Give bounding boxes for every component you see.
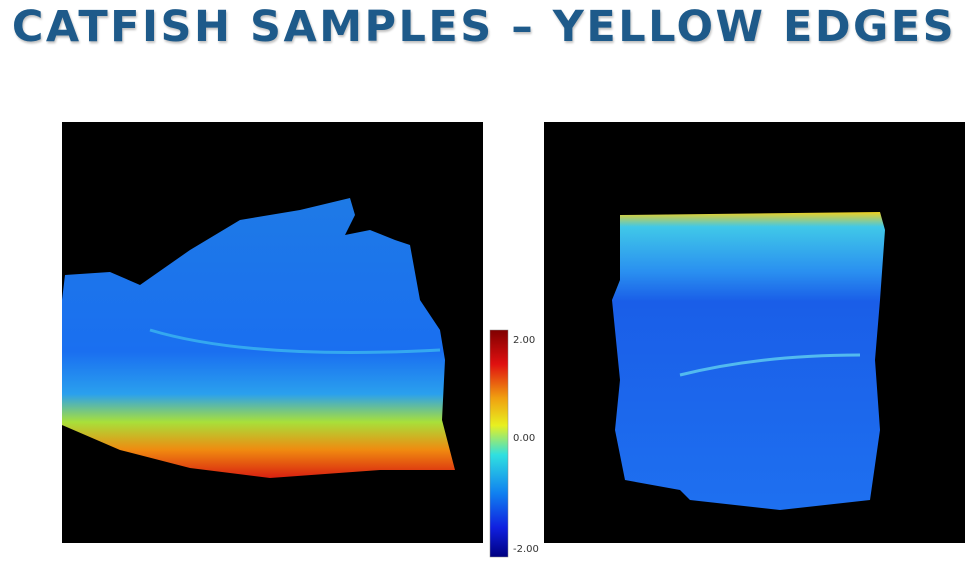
colorbar-label: -2.00 (513, 544, 539, 555)
slide-title: CATFISH SAMPLES – YELLOW EDGES (11, 2, 957, 52)
left-sample (62, 198, 455, 478)
colorbar (489, 329, 509, 558)
colorbar-label: 0.00 (513, 433, 535, 444)
colorbar-label: 2.00 (513, 335, 535, 346)
